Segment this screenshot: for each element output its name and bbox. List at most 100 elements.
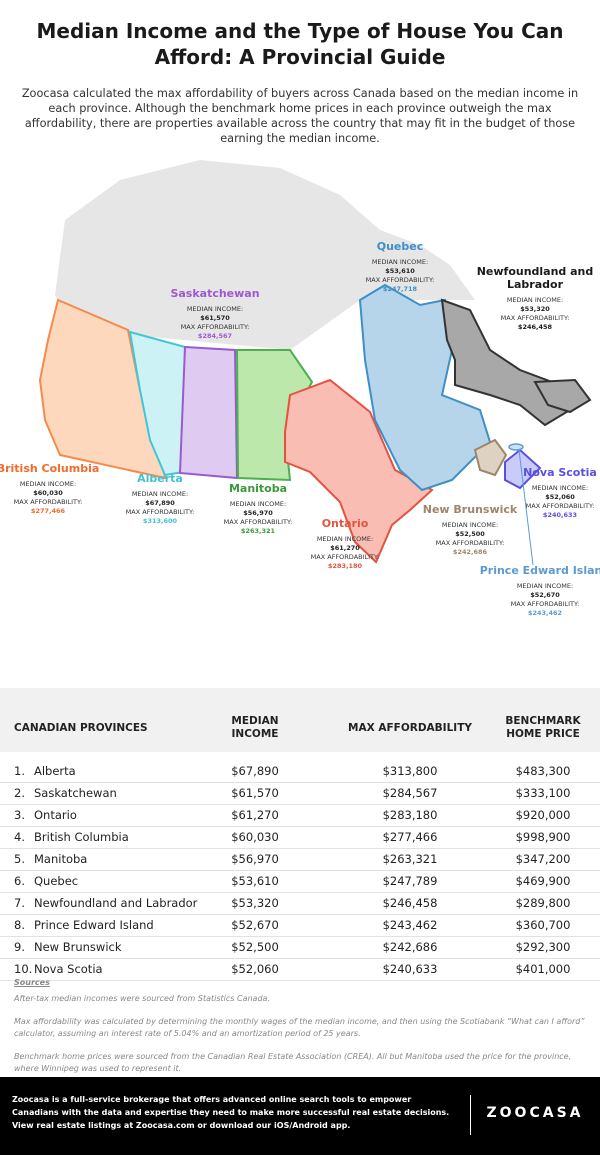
table-row: 10. Nova Scotia $52,060 $240,633 $401,000 xyxy=(0,958,600,981)
table-cell: $313,800 xyxy=(382,764,438,778)
afford-value: $263,321 xyxy=(241,527,276,535)
table-cell: $347,200 xyxy=(515,852,571,866)
table-row: 7. Newfoundland and Labrador $53,320 $246,4… xyxy=(0,892,600,915)
table-cell: $61,270 xyxy=(231,808,279,822)
table-row: 9. New Brunswick $52,500 $242,686 $292,300 xyxy=(0,936,600,959)
province-name: Manitoba xyxy=(229,482,287,495)
income-label: MEDIAN INCOME: xyxy=(132,490,188,498)
afford-label: MAX AFFORDABILITY: xyxy=(501,314,570,322)
province-name: Newfoundland and xyxy=(477,265,594,278)
province-name: British Columbia xyxy=(0,462,99,475)
table-cell: $998,900 xyxy=(515,830,571,844)
province-name: Saskatchewan xyxy=(170,287,259,300)
pei xyxy=(508,443,524,451)
afford-label: MAX AFFORDABILITY: xyxy=(511,600,580,608)
afford-value: $243,462 xyxy=(528,609,562,617)
province-name: Quebec xyxy=(377,240,424,253)
province-name: Nova Scotia xyxy=(523,466,597,479)
table-header: CANADIAN PROVINCES MEDIAN INCOME MAX AFF… xyxy=(0,688,600,752)
afford-value: $240,633 xyxy=(543,511,577,519)
sources-heading: Sources xyxy=(14,978,50,987)
table-cell: $53,320 xyxy=(231,896,279,910)
table-cell: $52,060 xyxy=(231,962,279,976)
table-cell: $292,300 xyxy=(515,940,571,954)
source-note: After-tax median incomes were sourced fr… xyxy=(14,994,270,1003)
table-cell: 6. xyxy=(14,874,25,888)
income-value: $56,970 xyxy=(243,509,273,517)
source-note: Max affordability was calculated by dete… xyxy=(14,1017,585,1038)
afford-value: $284,567 xyxy=(198,332,232,340)
table-cell: 7. xyxy=(14,896,25,910)
divider xyxy=(470,1095,471,1135)
table-cell: $333,100 xyxy=(515,786,571,800)
income-value: $53,320 xyxy=(520,305,550,313)
income-label: MEDIAN INCOME: xyxy=(532,484,588,492)
saskatchewan xyxy=(178,345,239,480)
afford-label: MAX AFFORDABILITY: xyxy=(14,498,83,506)
income-value: $60,030 xyxy=(33,489,63,497)
table-cell: $242,686 xyxy=(382,940,438,954)
income-label: MEDIAN INCOME: xyxy=(317,535,373,543)
province-name: Alberta xyxy=(137,472,183,485)
table-cell: $469,900 xyxy=(515,874,571,888)
table-cell: Manitoba xyxy=(34,852,88,866)
table-cell: Prince Edward Island xyxy=(34,918,154,932)
afford-label: MAX AFFORDABILITY: xyxy=(436,539,505,547)
table-cell: $56,970 xyxy=(231,852,279,866)
income-label: MEDIAN INCOME: xyxy=(517,582,573,590)
pei-leader xyxy=(518,449,534,566)
column-header: BENCHMARK HOME PRICE xyxy=(505,715,581,740)
province-name: Labrador xyxy=(507,278,564,291)
table-cell: $240,633 xyxy=(382,962,438,976)
table-cell: Saskatchewan xyxy=(34,786,117,800)
income-label: MEDIAN INCOME: xyxy=(230,500,286,508)
table-cell: $246,458 xyxy=(382,896,438,910)
afford-value: $246,458 xyxy=(518,323,553,331)
afford-label: MAX AFFORDABILITY: xyxy=(526,502,595,510)
table-cell: 5. xyxy=(14,852,25,866)
intro: Zoocasa calculated the max affordability… xyxy=(21,87,579,145)
newfoundland-labrador xyxy=(440,298,572,427)
table-cell: $67,890 xyxy=(231,764,279,778)
income-value: $52,670 xyxy=(530,591,560,599)
table-cell: $60,030 xyxy=(231,830,279,844)
income-value: $52,060 xyxy=(545,493,575,501)
province-name: Prince Edward Island xyxy=(480,564,600,577)
income-label: MEDIAN INCOME: xyxy=(372,258,428,266)
income-value: $61,570 xyxy=(200,314,230,322)
sources: Sources After-tax median incomes were so… xyxy=(14,977,586,1086)
afford-value: $247,718 xyxy=(383,285,418,293)
footer-text: Zoocasa is a full-service brokerage that… xyxy=(12,1095,450,1130)
table-cell: Alberta xyxy=(34,764,76,778)
column-header: MAX AFFORDABILITY xyxy=(348,722,472,734)
afford-label: MAX AFFORDABILITY: xyxy=(126,508,195,516)
afford-label: MAX AFFORDABILITY: xyxy=(181,323,250,331)
quebec xyxy=(358,283,492,492)
table-cell: Ontario xyxy=(34,808,77,822)
table-cell: $263,321 xyxy=(382,852,438,866)
table-cell: Quebec xyxy=(34,874,79,888)
table-cell: $53,610 xyxy=(231,874,279,888)
afford-label: MAX AFFORDABILITY: xyxy=(224,518,293,526)
new-brunswick xyxy=(473,438,508,477)
ontario xyxy=(284,378,434,564)
source-note: Benchmark home prices were sourced from … xyxy=(14,1052,572,1073)
table-cell: Newfoundland and Labrador xyxy=(34,896,198,910)
table-row: 5. Manitoba $56,970 $263,321 $347,200 xyxy=(0,848,600,871)
land xyxy=(55,160,475,350)
afford-value: $313,600 xyxy=(143,517,178,525)
table-cell: British Columbia xyxy=(34,830,129,844)
table-cell: $283,180 xyxy=(382,808,438,822)
table-cell: $52,670 xyxy=(231,918,279,932)
table-row: 4. British Columbia $60,030 $277,466 $998,90… xyxy=(0,826,600,849)
table-row: 1. Alberta $67,890 $313,800 $483,300 xyxy=(0,760,600,783)
newfoundland-island xyxy=(533,378,592,414)
income-label: MEDIAN INCOME: xyxy=(20,480,76,488)
table-cell: 8. xyxy=(14,918,25,932)
table-cell: $360,700 xyxy=(515,918,571,932)
income-value: $53,610 xyxy=(385,267,415,275)
nova-scotia xyxy=(504,448,542,490)
afford-value: $283,180 xyxy=(328,562,363,570)
